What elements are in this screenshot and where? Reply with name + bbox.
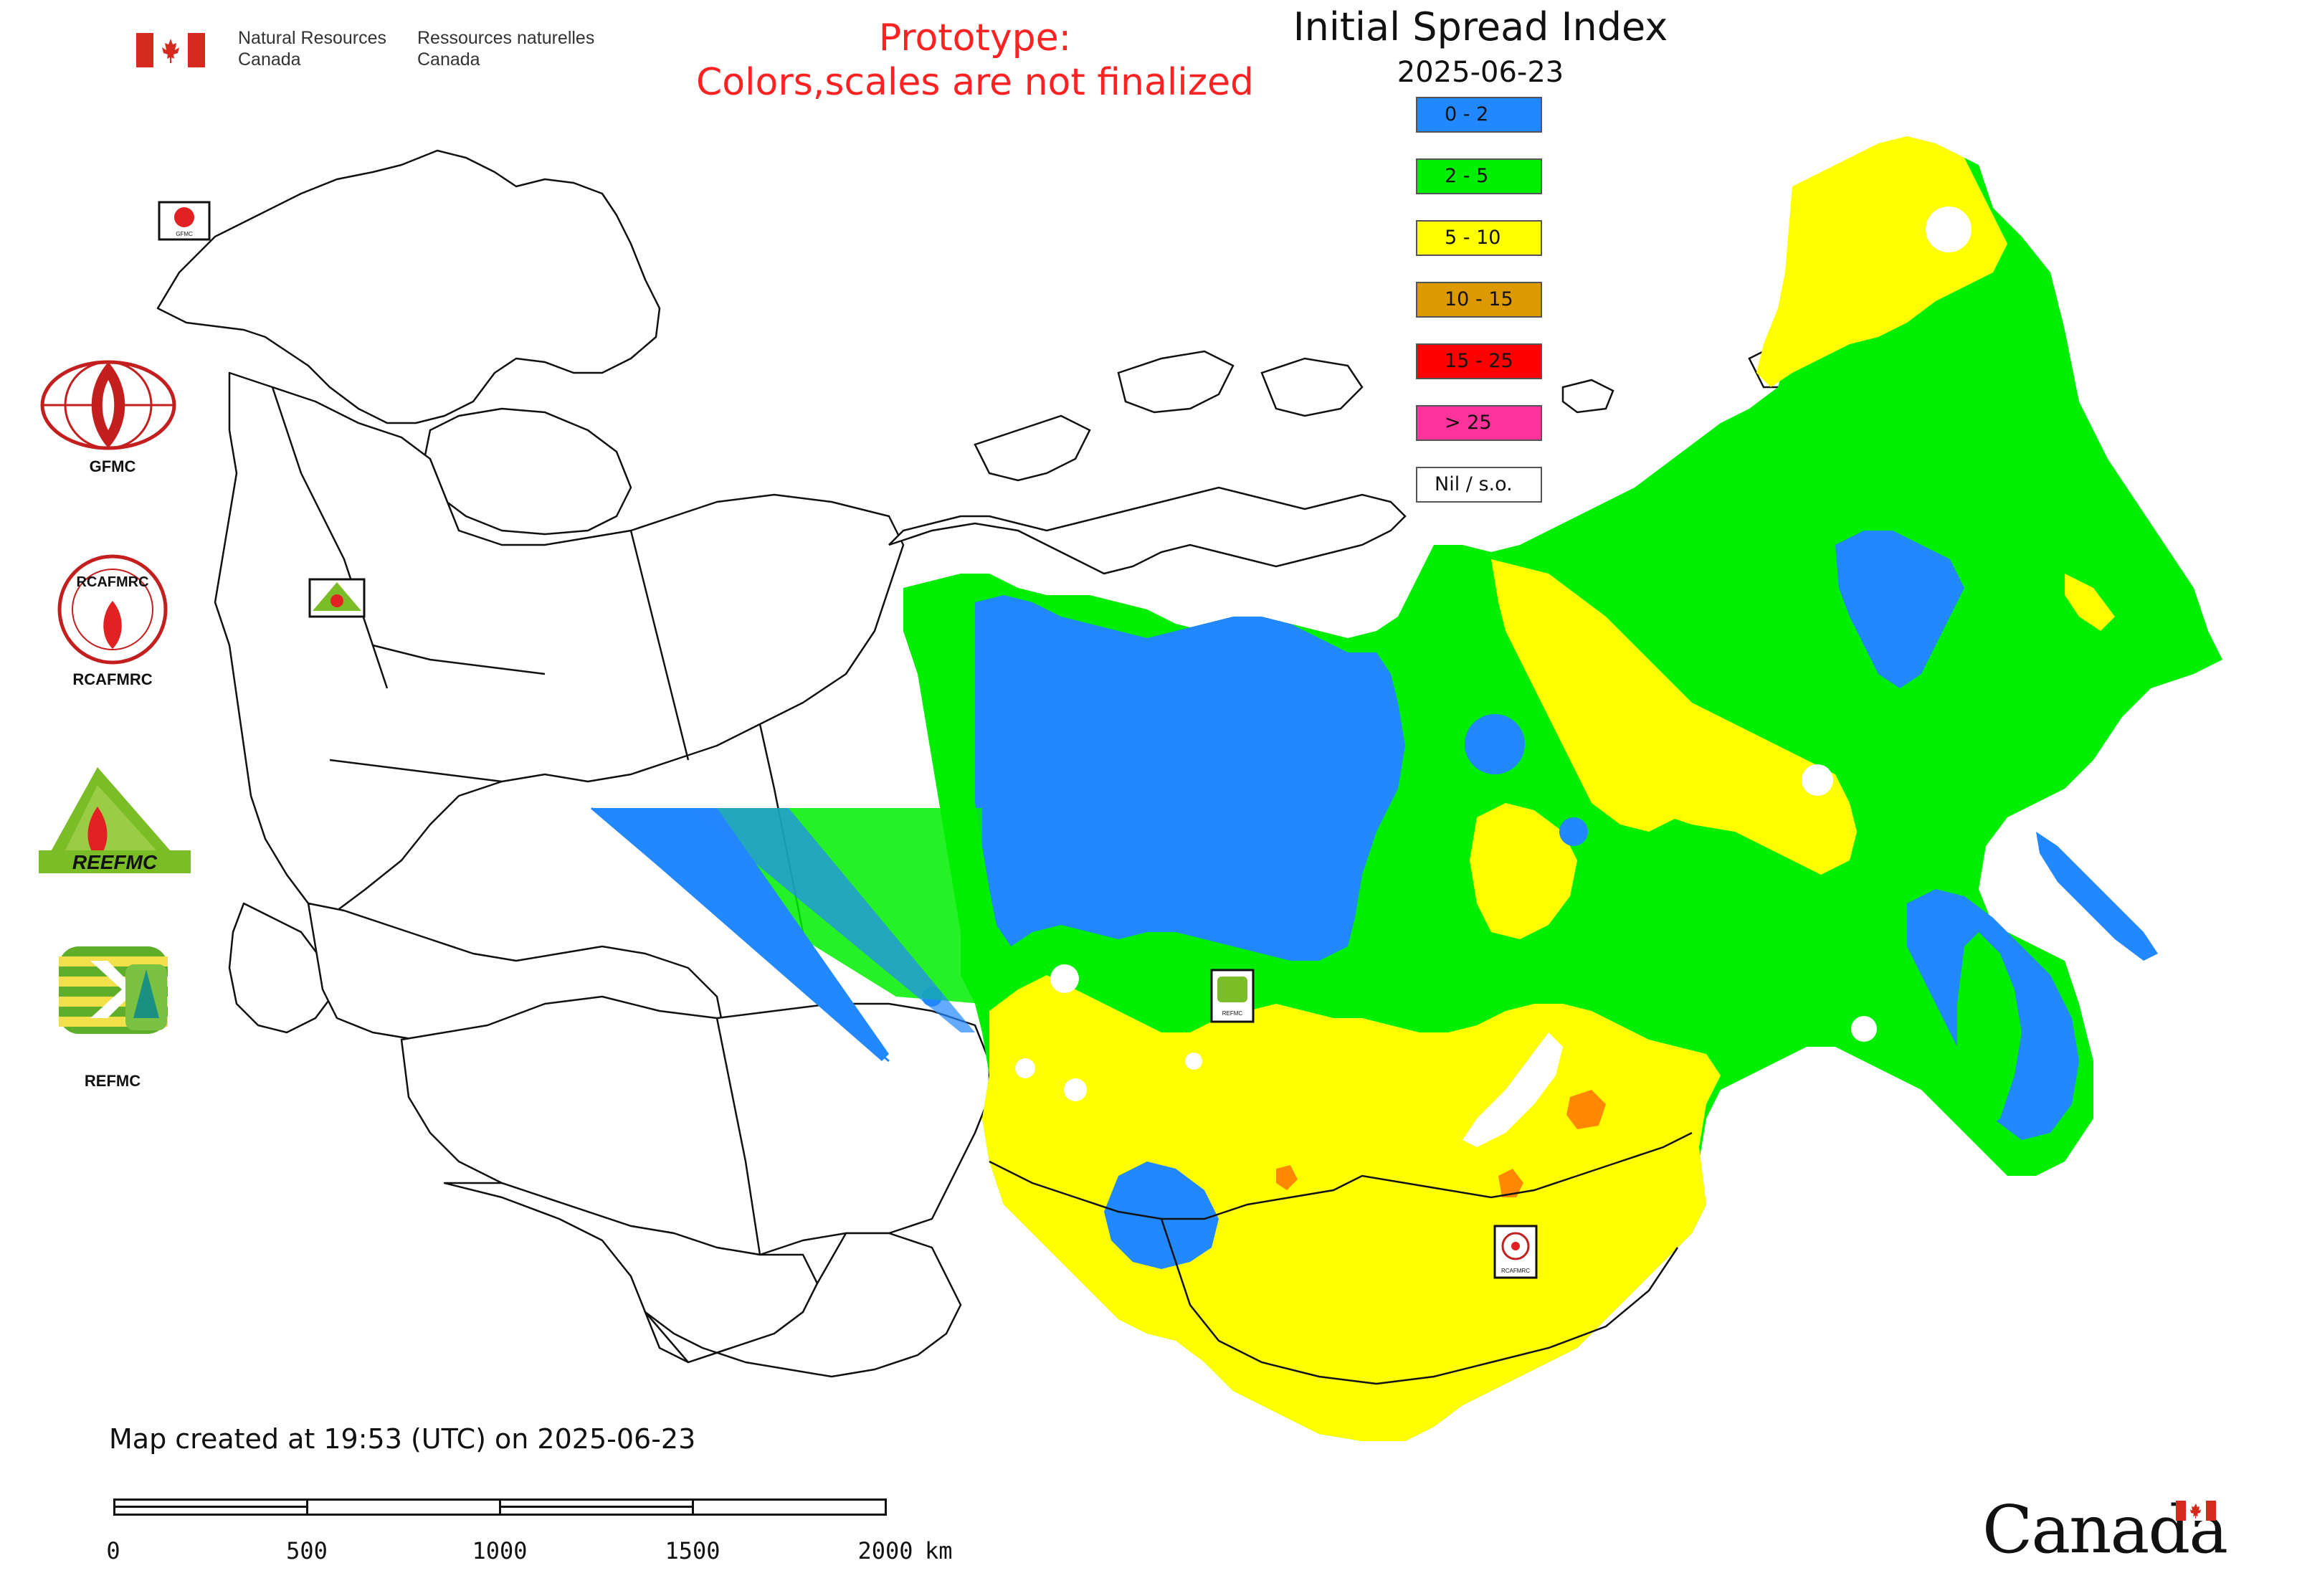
department-en-line1: Natural Resources: [238, 28, 387, 48]
legend-item-gt-25: > 25: [1416, 405, 1542, 441]
gfmc-logo-icon: [40, 360, 176, 450]
data-streak-artifact: [591, 807, 982, 1063]
legend-label: 0 - 2: [1445, 103, 1489, 125]
refmc-logo-icon: [59, 946, 168, 1034]
scale-tick-label: 500: [286, 1537, 328, 1564]
isi-0-2-circle-2: [1559, 817, 1588, 846]
scale-unit-label: km: [925, 1537, 953, 1564]
department-en-line2: Canada: [238, 49, 301, 70]
isi-0-2-altai: [1104, 1162, 1219, 1269]
map-marker-rcafmrc-label: RCAFMRC: [1501, 1268, 1530, 1274]
isi-10-15-spot-3: [1276, 1165, 1298, 1190]
legend-item-2-5: 2 - 5: [1416, 158, 1542, 194]
baikal-lake: [1462, 1032, 1563, 1147]
nil-circle-2: [1050, 964, 1079, 993]
map-marker-refmc[interactable]: REFMC: [1210, 969, 1255, 1023]
isi-0-2-okhotsk-coast: [1835, 531, 1964, 688]
legend-label: > 25: [1445, 412, 1492, 434]
scale-bar: 0 500 1000 1500 2000 km: [106, 1498, 953, 1570]
map-date: 2025-06-23: [1397, 56, 1564, 89]
department-name-en: Natural Resources Canada: [238, 27, 386, 70]
isi-2-5-kamchatka: [1986, 301, 2208, 645]
isi-0-2-sakhalin: [2036, 832, 2158, 961]
legend-label: 10 - 15: [1445, 288, 1513, 310]
map-marker-gfmc-label: GFMC: [176, 231, 193, 237]
department-name-fr: Ressources naturelles Canada: [417, 27, 594, 70]
svg-text:RCAFMRC: RCAFMRC: [76, 574, 148, 590]
legend-item-5-10: 5 - 10: [1416, 220, 1542, 256]
map-marker-reefmc[interactable]: [308, 578, 366, 618]
isi-5-10-kamchatka-tip: [2065, 574, 2115, 631]
isi-5-10-chukotka: [1756, 136, 2007, 387]
legend-item-10-15: 10 - 15: [1416, 282, 1542, 318]
mongolia-border-line: [1160, 1218, 1679, 1385]
rcafmrc-logo-icon: RCAFMRC: [57, 554, 168, 665]
department-fr-line2: Canada: [417, 49, 480, 70]
legend-item-0-2: 0 - 2: [1416, 97, 1542, 133]
scale-tick-label: 0: [106, 1537, 120, 1564]
country-border-line: [989, 1131, 1693, 1220]
legend-item-nil: Nil / s.o.: [1416, 467, 1542, 503]
scale-tick-label: 2000: [857, 1537, 913, 1564]
nil-circle-7: [1015, 1058, 1035, 1078]
nil-circle-5: [1185, 1053, 1202, 1070]
refmc-logo-label: REFMC: [84, 1072, 141, 1090]
department-fr-line1: Ressources naturelles: [417, 28, 595, 48]
isi-0-2-west-siberia: [975, 595, 1405, 961]
isi-10-15-spot-2: [1498, 1169, 1523, 1197]
legend-label: 2 - 5: [1445, 165, 1489, 187]
government-signature: Natural Resources Canada Ressources natu…: [136, 27, 609, 77]
map-marker-refmc-label: REFMC: [1222, 1010, 1243, 1017]
prototype-line1: Prototype:: [878, 16, 1072, 60]
legend-label: Nil / s.o.: [1435, 473, 1513, 495]
map-marker-gfmc[interactable]: GFMC: [158, 201, 211, 241]
isi-0-2-circle-1: [1465, 714, 1525, 774]
map-created-timestamp: Map created at 19:53 (UTC) on 2025-06-23: [109, 1423, 696, 1455]
gfmc-logo-label: GFMC: [89, 457, 136, 475]
legend-label: 5 - 10: [1445, 227, 1501, 249]
scale-midline: [113, 1506, 308, 1508]
scale-midline: [499, 1506, 694, 1508]
scale-segment: [692, 1498, 887, 1516]
canada-flag-icon: [136, 33, 205, 67]
map-title: Initial Spread Index: [1293, 4, 1668, 49]
wordmark-flag-icon: [2176, 1501, 2216, 1521]
nil-circle-3: [1926, 206, 1972, 252]
isi-5-10-angara: [1606, 710, 1792, 832]
map-marker-rcafmrc[interactable]: RCAFMRC: [1493, 1225, 1538, 1279]
isi-10-15-spot-1: [1566, 1090, 1606, 1129]
spread-index-region: [903, 136, 2222, 1441]
scale-tick-label: 1500: [665, 1537, 720, 1564]
reefmc-logo-icon: REEFMC: [39, 767, 191, 873]
prototype-notice: Prototype: Colors,scales are not finaliz…: [645, 16, 1305, 105]
scale-tick-label: 1000: [472, 1537, 528, 1564]
rcafmrc-logo-label: RCAFMRC: [72, 670, 153, 688]
isi-2-5-sakhalin: [1957, 932, 2022, 1133]
isi-5-10-central: [1470, 803, 1577, 939]
legend-item-15-25: 15 - 25: [1416, 343, 1542, 379]
scale-segment: [306, 1498, 501, 1516]
isi-5-10-southern-band: [982, 975, 1721, 1441]
prototype-line2: Colors,scales are not finalized: [695, 61, 1255, 104]
reefmc-logo-text: REEFMC: [72, 851, 158, 873]
nil-circle-4: [1851, 1016, 1877, 1042]
western-country-outlines: [156, 149, 991, 1378]
nil-circle-6: [1064, 1078, 1087, 1101]
nil-circle-1: [1802, 764, 1833, 796]
legend-label: 15 - 25: [1445, 350, 1513, 372]
